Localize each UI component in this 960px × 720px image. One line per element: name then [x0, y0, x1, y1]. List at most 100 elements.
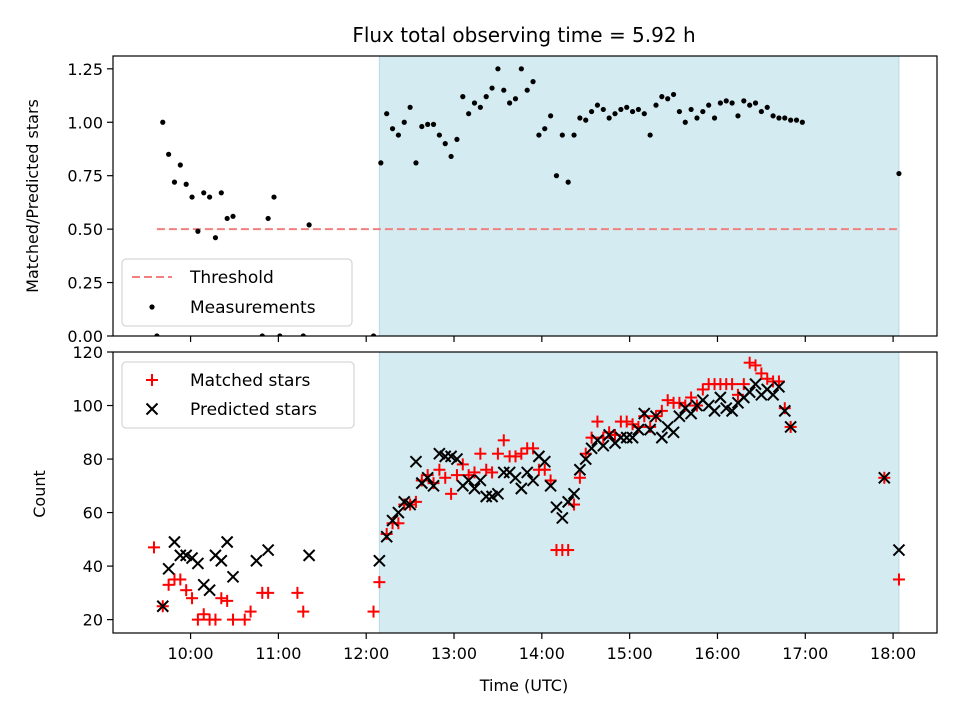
measurement-point: [177, 162, 183, 168]
ratio-y-tick-label: 0.75: [67, 167, 103, 186]
predicted-stars-point: [643, 423, 657, 436]
measurement-point: [224, 215, 230, 222]
predicted-stars-point: [544, 479, 557, 493]
measurement-point: [588, 108, 595, 115]
predicted-stars-point: [226, 570, 240, 584]
predicted-stars-point: [684, 407, 698, 420]
count-y-tick-label: 80: [83, 450, 103, 469]
predicted-stars-point: [743, 385, 756, 399]
matched-stars-point: [591, 415, 604, 428]
predicted-stars-point: [632, 423, 645, 436]
measurement-point: [641, 111, 647, 117]
x-tick-label: 12:00: [343, 644, 389, 663]
x-tick-label: 13:00: [431, 644, 477, 663]
measurement-point: [647, 132, 653, 138]
measurement-point: [577, 115, 583, 121]
predicted-stars-point: [250, 554, 263, 567]
measurement-point: [407, 104, 413, 110]
measurement-point: [370, 333, 377, 336]
matched-stars-point: [538, 463, 551, 476]
matched-stars-point: [291, 586, 304, 599]
measurement-point: [166, 151, 172, 157]
ratio-y-tick-label: 1.25: [67, 60, 103, 79]
measurement-point: [624, 104, 630, 110]
predicted-stars-point: [403, 498, 417, 511]
predicted-stars-point: [585, 442, 598, 455]
x-tick-label: 11:00: [255, 644, 301, 663]
measurement-point: [507, 100, 513, 106]
ratio-y-tick-label: 0.25: [67, 274, 103, 293]
measurement-point: [747, 102, 753, 108]
measurement-point: [653, 102, 659, 108]
measurement-point: [548, 113, 554, 119]
measurement-point: [430, 121, 437, 127]
predicted-stars-point: [203, 583, 216, 597]
matched-stars-point: [761, 372, 774, 385]
measurement-point: [665, 96, 671, 102]
measurement-point: [793, 117, 800, 123]
measurement-point: [378, 160, 384, 166]
matched-stars-point: [755, 367, 768, 380]
measurement-point: [752, 100, 759, 106]
predicted-stars-point: [373, 554, 386, 567]
measurement-point: [764, 104, 770, 110]
predicted-stars-point: [749, 377, 762, 391]
measurement-point: [466, 111, 472, 117]
ratio-y-tick-label: 0.00: [67, 327, 103, 346]
measurement-point: [477, 104, 483, 110]
predicted-stars-point: [220, 535, 234, 549]
matched-stars-point: [726, 378, 739, 391]
predicted-stars-point: [526, 474, 540, 487]
measurement-point: [706, 102, 712, 108]
threshold-legend-label: Threshold: [189, 268, 274, 288]
measurement-point: [524, 87, 530, 93]
matched-stars-point: [509, 450, 522, 463]
matched-stars-point: [186, 592, 199, 605]
matched-stars-point: [450, 469, 463, 482]
matched-stars-point: [491, 447, 504, 460]
measurement-point: [389, 126, 396, 132]
matched-stars-point: [696, 383, 709, 396]
predicted-stars-point: [409, 455, 423, 468]
measurement-point: [384, 111, 390, 117]
count-legend: Matched stars Predicted stars: [121, 361, 355, 429]
measurement-point: [259, 333, 265, 336]
matched-stars-point: [238, 613, 251, 626]
count-legend-box: [121, 361, 355, 429]
measurement-point: [413, 160, 419, 166]
measurement-point: [401, 119, 407, 125]
measurement-point: [700, 108, 706, 115]
matched-stars-point: [673, 396, 686, 409]
count-shaded-region: [378, 351, 900, 634]
measurement-point: [495, 66, 501, 72]
measurement-point: [612, 111, 618, 117]
measurement-point: [770, 113, 776, 119]
measurement-point: [659, 94, 665, 100]
matched-stars-point: [445, 487, 458, 500]
measurement-point: [741, 98, 747, 104]
matched-stars-point: [191, 613, 204, 626]
measurement-point: [471, 100, 478, 106]
measurement-point: [571, 132, 577, 138]
predicted-stars-point: [784, 420, 797, 434]
matched-stars-point: [209, 613, 222, 626]
measurement-point: [518, 66, 524, 72]
predicted-stars-point: [667, 426, 680, 439]
predicted-stars-point: [708, 404, 721, 418]
matched-stars-point: [626, 418, 639, 431]
predicted-stars-point: [538, 455, 551, 468]
predicted-stars-legend-label: Predicted stars: [190, 400, 317, 420]
matched-stars-point: [573, 471, 586, 484]
measurement-point: [536, 132, 542, 138]
matched-stars-point: [737, 378, 750, 391]
measurement-point: [212, 235, 219, 241]
ratio-plot-area: [154, 66, 902, 336]
measurement-point: [711, 115, 718, 121]
ratio-shaded-region: [378, 55, 900, 337]
predicted-stars-point: [515, 482, 528, 495]
count-y-tick-label: 40: [83, 557, 103, 576]
matched-stars-point: [433, 463, 446, 476]
measurement-point: [454, 136, 460, 142]
measurement-point: [676, 108, 683, 115]
